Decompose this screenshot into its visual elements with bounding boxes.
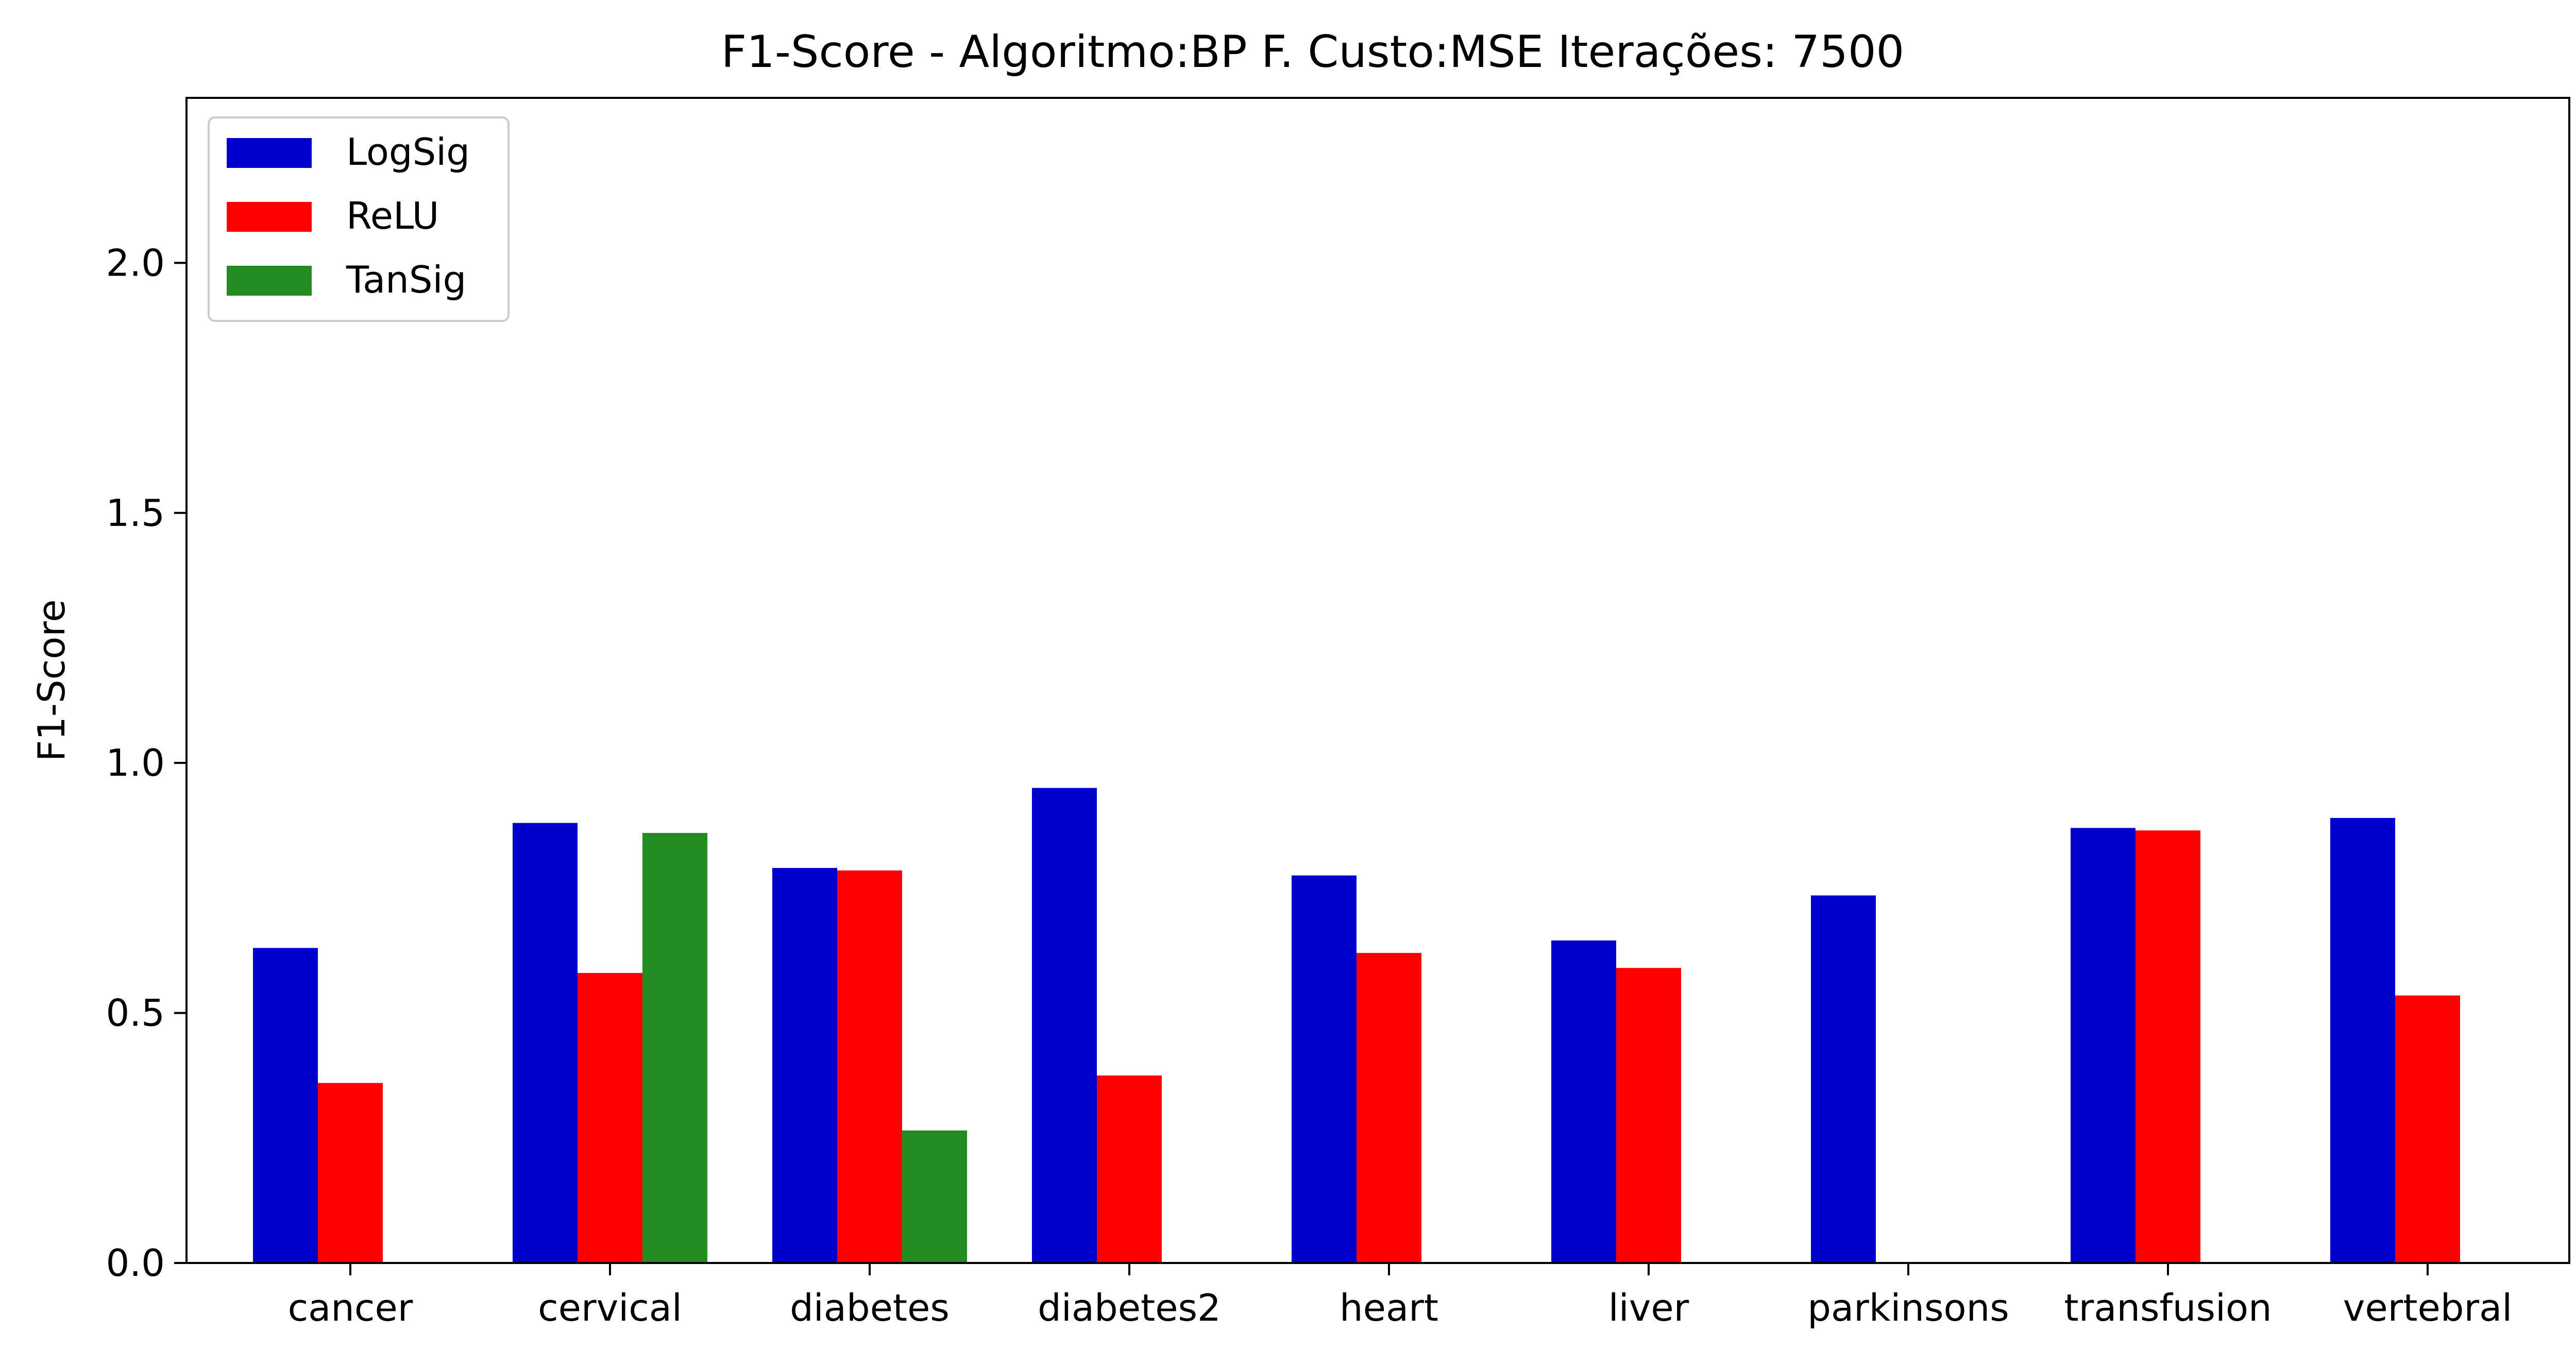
x-tick-label: parkinsons [1807, 1286, 2009, 1329]
x-tick-label: vertebral [2343, 1286, 2512, 1329]
x-tick-label: cervical [538, 1286, 682, 1329]
bars-group [253, 788, 2460, 1263]
y-axis: 0.0 0.5 1.0 1.5 2.0 [106, 241, 187, 1285]
bar-logsig-diabetes2 [1032, 788, 1097, 1263]
y-tick-label: 2.0 [106, 241, 165, 284]
legend-swatch-logsig [227, 138, 312, 168]
bar-logsig-vertebral [2330, 817, 2395, 1263]
bar-logsig-diabetes [772, 868, 837, 1263]
y-tick-label: 1.5 [106, 491, 165, 535]
bar-tansig-cervical [642, 833, 707, 1263]
bar-logsig-heart [1292, 875, 1357, 1263]
x-axis: cancer cervical diabetes diabetes2 heart live… [288, 1263, 2512, 1329]
bar-relu-cervical [578, 972, 642, 1263]
bar-logsig-transfusion [2071, 828, 2136, 1263]
x-tick-label: liver [1608, 1286, 1689, 1329]
chart-title: F1-Score - Algoritmo:BP F. Custo:MSE Ite… [721, 26, 1905, 78]
bar-relu-cancer [318, 1083, 383, 1263]
x-tick-label: diabetes2 [1038, 1286, 1221, 1329]
bar-relu-vertebral [2395, 995, 2460, 1263]
bar-logsig-liver [1551, 940, 1616, 1263]
y-tick-label: 0.0 [106, 1241, 165, 1285]
x-tick-label: transfusion [2064, 1286, 2272, 1329]
bar-relu-transfusion [2136, 830, 2200, 1263]
plot-frame [185, 97, 2570, 1264]
bar-relu-heart [1357, 953, 1421, 1263]
x-tick-label: diabetes [790, 1286, 950, 1329]
bar-logsig-cancer [253, 948, 318, 1263]
legend-label-logsig: LogSig [346, 130, 470, 174]
legend-label-tansig: TanSig [346, 258, 466, 301]
x-tick-label: cancer [288, 1286, 413, 1329]
y-tick-label: 0.5 [106, 992, 165, 1035]
bar-relu-liver [1616, 968, 1681, 1263]
bar-logsig-parkinsons [1811, 895, 1876, 1263]
x-tick-label: heart [1340, 1286, 1438, 1329]
legend-label-relu: ReLU [346, 194, 439, 237]
y-axis-label: F1-Score [30, 600, 73, 762]
legend-swatch-relu [227, 202, 312, 232]
bar-logsig-cervical [513, 823, 578, 1263]
bar-tansig-diabetes [902, 1130, 967, 1263]
bar-relu-diabetes2 [1097, 1075, 1162, 1263]
bar-relu-diabetes [837, 870, 902, 1263]
legend: LogSig ReLU TanSig [208, 116, 510, 322]
y-tick-label: 1.0 [106, 741, 165, 784]
legend-swatch-tansig [227, 266, 312, 296]
